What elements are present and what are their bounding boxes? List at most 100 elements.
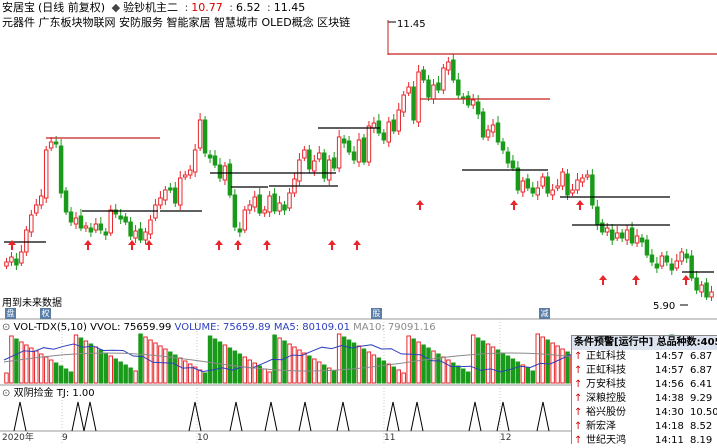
candle-body — [664, 255, 670, 263]
indicator-value-2: 6.52 — [236, 1, 261, 14]
event-marker-4[interactable]: 减 — [539, 308, 550, 319]
candle-body — [570, 189, 575, 194]
buy-arrow-icon — [145, 240, 153, 250]
candle-body — [366, 125, 372, 163]
candle-body — [346, 140, 352, 153]
candle-body — [475, 101, 481, 115]
volume-bar — [381, 360, 387, 384]
candle-body — [451, 59, 456, 81]
collapse-icon-2[interactable]: ⊙ — [2, 388, 11, 399]
signal-pulse — [298, 401, 312, 432]
candle-body — [272, 193, 277, 212]
candle-body — [267, 195, 272, 213]
signal-pulse — [468, 401, 482, 432]
volume-bar — [9, 335, 14, 384]
candle-body — [133, 230, 138, 239]
candle-body — [351, 151, 357, 161]
volume-bar — [351, 342, 357, 384]
candle-body — [535, 187, 540, 196]
volume-bar — [540, 336, 545, 384]
up-arrow-icon: ↑ — [574, 407, 583, 418]
buy-arrow-icon — [215, 240, 223, 250]
volume-bar — [307, 355, 312, 384]
candle-body — [207, 154, 213, 159]
volume-bar — [277, 337, 282, 384]
ma10-value: MA10: 79091.16 — [353, 322, 436, 333]
volume-bar — [322, 364, 327, 384]
indicator-name[interactable]: 验钞机主二 — [123, 1, 179, 14]
candle-body — [217, 164, 223, 179]
volume-header: ⊙ VOL-TDX(5,10) VVOL: 75659.99 VOLUME: 7… — [2, 321, 436, 334]
volume-bar — [317, 361, 322, 384]
event-marker-1[interactable]: 盘 — [5, 308, 16, 319]
candle-body — [371, 122, 377, 129]
candle-body — [118, 215, 123, 220]
volume-bar — [29, 347, 34, 384]
volume-bar — [39, 353, 44, 384]
alert-panel-title[interactable]: 条件预警[运行中] 总品种数:405 条 — [572, 336, 717, 350]
volume-bar — [212, 338, 218, 384]
volume-bar — [361, 348, 367, 384]
candle-body — [158, 197, 163, 206]
candle-body — [674, 260, 679, 269]
indicator-value-3: 11.45 — [273, 1, 306, 14]
event-marker-2[interactable]: 权 — [40, 308, 51, 319]
volume-bar — [153, 342, 158, 384]
alert-time: 14:11 — [655, 435, 684, 446]
candle-body — [68, 211, 74, 223]
candle-body — [684, 253, 689, 259]
candle-body — [505, 151, 511, 164]
high-price-label: 11.45 — [397, 19, 426, 30]
chart-title-bar: 安居宝 (日线 前复权) ◆ 验钞机主二 :10.77 :6.52 :11.45 — [2, 1, 308, 14]
volume-bar — [356, 345, 362, 384]
ma5-value: MA5: 80109.01 — [273, 322, 350, 333]
alert-row[interactable]: ↑ 正虹科技 14:57 6.87 — [572, 364, 717, 378]
collapse-icon[interactable]: ⊙ — [2, 322, 11, 333]
candle-body — [495, 122, 501, 143]
alert-stock-name: 深粮控股 — [586, 393, 626, 404]
x-label-year: 2020年 — [2, 433, 34, 443]
alert-row[interactable]: ↑ 深粮控股 14:38 9.29 — [572, 392, 717, 406]
candle-body — [654, 263, 660, 269]
alert-row[interactable]: ↑ 新宏泽 14:18 8.52 — [572, 420, 717, 434]
indicator2-name[interactable]: 双阴捡金 — [13, 388, 54, 399]
up-arrow-icon: ↑ — [574, 421, 583, 432]
alert-row[interactable]: ↑ 世纪天鸿 14:11 8.19 — [572, 434, 717, 448]
volume-bar — [461, 368, 466, 384]
alert-row[interactable]: ↑ 裕兴股份 14:30 10.50 — [572, 406, 717, 420]
candle-body — [401, 94, 406, 113]
volume-bar — [78, 337, 84, 384]
x-label-11: 11 — [384, 433, 396, 443]
candle-body — [619, 232, 625, 239]
separator-colon: : — [184, 1, 189, 14]
volume-bar — [168, 351, 173, 384]
event-marker-3[interactable]: 股 — [371, 308, 382, 319]
candle-body — [43, 149, 49, 199]
volume-value: VOLUME: 75659.89 — [174, 322, 271, 333]
signal-pulse — [264, 401, 278, 432]
candle-body — [406, 86, 411, 94]
future-data-warning: 用到未来数据 — [2, 298, 62, 309]
alert-row[interactable]: ↑ 万安科技 14:56 6.41 — [572, 378, 717, 392]
candle-body — [669, 263, 675, 271]
volume-bar — [187, 363, 193, 384]
volume-bar — [401, 372, 406, 384]
candle-body — [262, 209, 267, 214]
volume-bar — [88, 343, 94, 384]
candle-body — [78, 215, 84, 229]
candle-body — [580, 177, 585, 183]
indicator-value-1: 10.77 — [191, 1, 223, 14]
volume-bar — [63, 368, 69, 384]
up-arrow-icon: ↑ — [574, 351, 583, 362]
volume-bar — [525, 367, 531, 384]
candle-body — [322, 152, 327, 179]
volume-bar — [242, 356, 248, 384]
alert-row[interactable]: ↑ 正虹科技 14:57 6.87 — [572, 350, 717, 364]
volume-bar — [485, 343, 491, 384]
stock-name: 安居宝 — [2, 1, 35, 14]
up-arrow-icon: ↑ — [574, 379, 583, 390]
volume-indicator-name[interactable]: VOL-TDX(5,10) — [13, 322, 87, 333]
candle-body — [381, 132, 387, 141]
volume-bar — [197, 369, 203, 384]
